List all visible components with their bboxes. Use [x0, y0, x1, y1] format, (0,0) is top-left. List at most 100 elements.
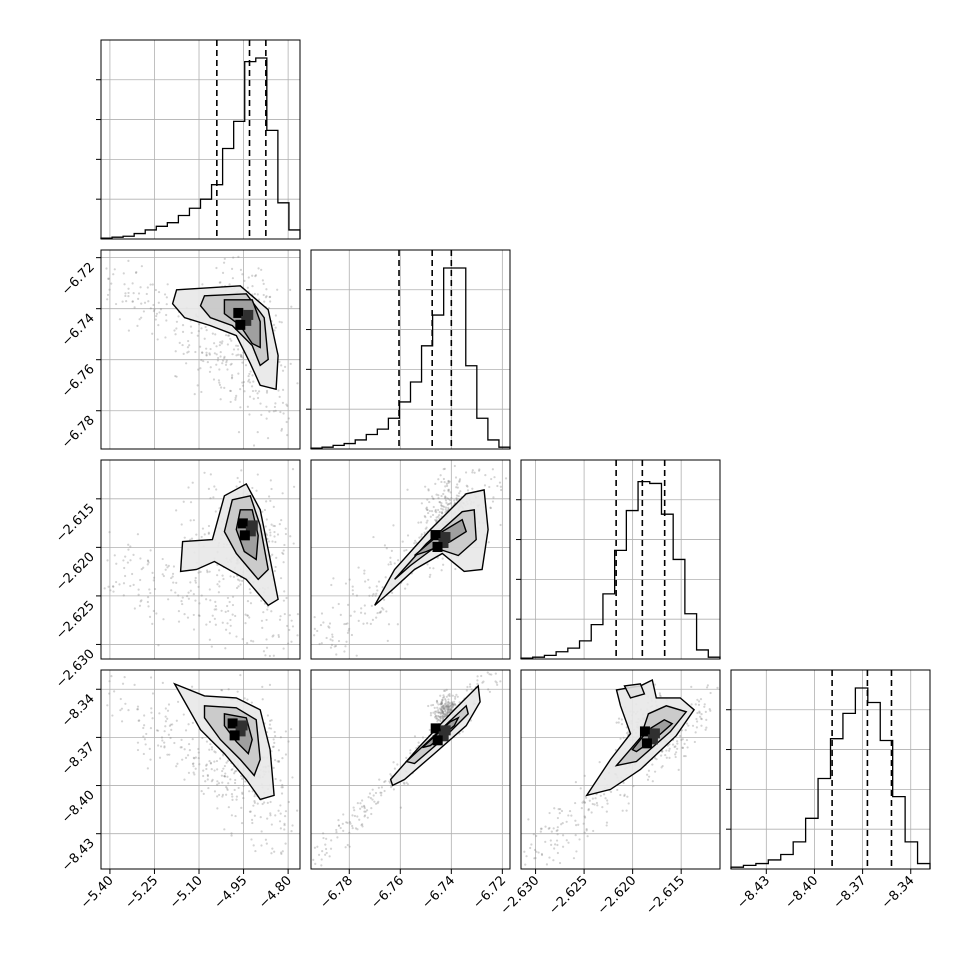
sample-point	[447, 710, 450, 713]
sample-point	[286, 434, 289, 437]
sample-point	[175, 375, 178, 378]
sample-point	[111, 585, 115, 588]
sample-point	[218, 281, 221, 284]
sample-point	[556, 843, 559, 847]
sample-point	[620, 723, 624, 726]
sample-point	[296, 634, 299, 637]
sample-point	[235, 795, 239, 798]
sample-point	[240, 354, 243, 357]
sample-point	[578, 838, 581, 841]
sample-point	[444, 710, 447, 713]
sample-point	[218, 344, 221, 347]
sample-point	[446, 708, 450, 712]
sample-point	[239, 583, 242, 586]
sample-point	[419, 521, 423, 524]
sample-point	[363, 604, 366, 607]
sample-point	[231, 277, 234, 280]
sample-point	[213, 342, 216, 345]
sample-point	[159, 745, 163, 748]
sample-point	[152, 310, 156, 313]
sample-point	[440, 711, 444, 715]
sample-point	[241, 792, 244, 796]
sample-point	[548, 856, 551, 859]
sample-point	[192, 628, 196, 631]
sample-point	[445, 713, 448, 716]
sample-point	[442, 468, 445, 471]
sample-point	[143, 301, 147, 304]
sample-point	[216, 359, 219, 362]
sample-point	[449, 701, 452, 705]
sample-point	[273, 730, 276, 734]
sample-point	[244, 613, 247, 616]
sample-point	[274, 314, 277, 317]
sample-point	[545, 863, 549, 866]
sample-point	[445, 482, 448, 485]
sample-point	[674, 755, 677, 759]
sample-point	[291, 824, 294, 827]
sample-point	[617, 717, 621, 720]
sample-point	[115, 562, 118, 565]
sample-point	[221, 795, 224, 798]
sample-point	[265, 391, 269, 394]
sample-point	[200, 790, 203, 793]
sample-point	[380, 791, 383, 794]
sample-point	[282, 647, 285, 650]
sample-point	[447, 694, 450, 697]
sample-point	[237, 431, 241, 434]
sample-point	[432, 497, 435, 501]
sample-point	[567, 841, 570, 844]
sample-point	[275, 556, 278, 559]
sample-point	[441, 715, 444, 718]
sample-point	[344, 645, 347, 648]
sample-point	[194, 350, 197, 354]
sample-point	[146, 286, 149, 289]
density-peak-cell	[235, 319, 246, 330]
sample-point	[556, 833, 559, 836]
sample-point	[443, 713, 446, 716]
sample-point	[389, 773, 392, 776]
sample-point	[523, 850, 526, 853]
density-peak-cell	[241, 315, 252, 326]
sample-point	[136, 748, 140, 752]
sample-point	[176, 762, 179, 765]
sample-point	[699, 698, 703, 701]
sample-point	[224, 628, 228, 631]
sample-point	[273, 741, 276, 744]
sample-point	[146, 559, 150, 563]
sample-point	[409, 752, 412, 755]
sample-point	[155, 314, 158, 318]
sample-point	[355, 594, 359, 597]
sample-point	[277, 760, 281, 763]
sample-point	[345, 821, 348, 824]
sample-point	[458, 480, 461, 483]
density-peak-cell	[237, 518, 248, 529]
sample-point	[454, 704, 457, 707]
sample-point	[370, 807, 373, 810]
sample-point	[234, 396, 237, 399]
sample-point	[272, 524, 275, 527]
sample-point	[281, 551, 284, 554]
sample-point	[187, 486, 190, 489]
sample-point	[406, 583, 409, 586]
sample-point	[196, 384, 199, 387]
sample-point	[356, 802, 359, 805]
sample-point	[256, 396, 260, 400]
sample-point	[228, 600, 231, 604]
sample-point	[544, 840, 547, 843]
sample-point	[406, 488, 409, 491]
sample-point	[159, 308, 163, 311]
sample-point	[111, 714, 114, 717]
sample-point	[243, 390, 246, 393]
sample-point	[216, 574, 219, 577]
sample-point	[235, 354, 238, 357]
sample-point	[218, 507, 221, 510]
sample-point	[248, 790, 251, 793]
sample-point	[594, 797, 597, 800]
sample-point	[599, 794, 602, 797]
density-peak-cell	[243, 309, 254, 320]
sample-point	[239, 673, 242, 677]
sample-point	[152, 579, 155, 582]
sample-point	[229, 389, 232, 393]
y-tick-label: −6.76	[59, 362, 98, 401]
sample-point	[389, 556, 392, 559]
